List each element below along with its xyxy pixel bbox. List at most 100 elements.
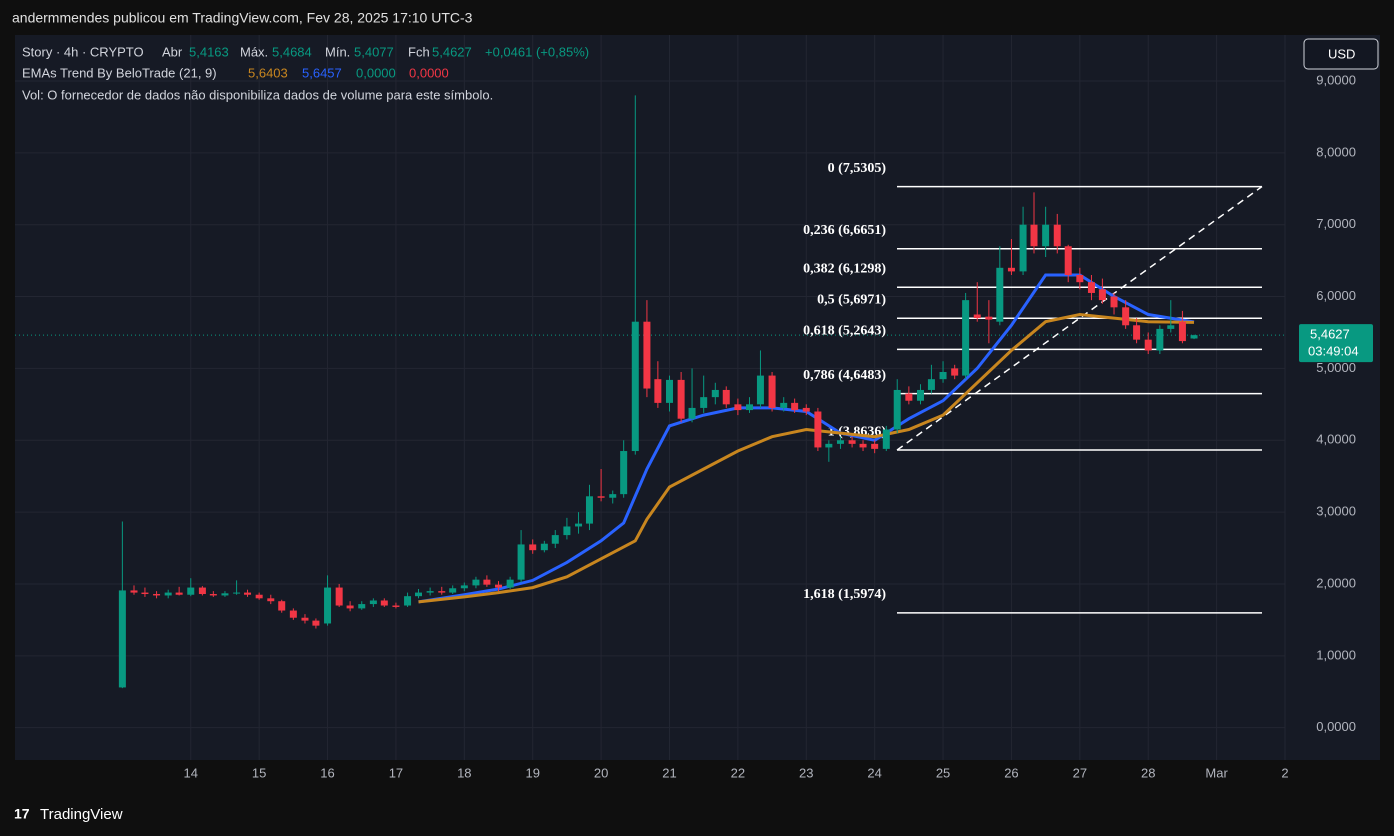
candle-body xyxy=(540,543,548,551)
x-tick-label: 26 xyxy=(1004,765,1018,780)
fib-label: 0 (7,5305) xyxy=(828,161,887,176)
candle-body xyxy=(233,592,241,594)
candle-body xyxy=(985,316,993,320)
x-tick-label: 15 xyxy=(252,765,266,780)
candle-body xyxy=(1178,321,1186,342)
y-tick-label: 9,0000 xyxy=(1316,72,1356,87)
candle-body xyxy=(209,594,217,596)
candle-body xyxy=(506,579,514,588)
candle-body xyxy=(585,496,593,524)
candle-body xyxy=(1098,289,1106,301)
candle-body xyxy=(825,443,833,448)
candle-body xyxy=(415,592,423,597)
candle-body xyxy=(746,404,754,411)
fib-label: 0,5 (5,6971) xyxy=(817,293,886,308)
candle-body xyxy=(1087,282,1095,293)
fib-label: 0,618 (5,2643) xyxy=(803,324,886,339)
candle-body xyxy=(734,404,742,411)
logo-mark: 17 xyxy=(14,806,30,822)
price-badge xyxy=(1299,324,1373,363)
candle-body xyxy=(529,544,537,551)
candle-body xyxy=(358,604,366,609)
candle-body xyxy=(905,393,913,401)
x-tick-label: 22 xyxy=(731,765,745,780)
y-tick-label: 0,0000 xyxy=(1316,719,1356,734)
candle-body xyxy=(267,598,275,602)
candle-body xyxy=(312,620,320,626)
candle-body xyxy=(1156,328,1164,351)
y-tick-label: 1,0000 xyxy=(1316,647,1356,662)
currency-label[interactable]: USD xyxy=(1328,46,1355,61)
indicator-value: 5,6403 xyxy=(248,65,288,80)
candle-body xyxy=(449,588,457,593)
candle-body xyxy=(1122,307,1130,326)
trend-line xyxy=(896,185,1263,451)
candle-body xyxy=(575,523,583,527)
legend-change: +0,0461 (+0,85%) xyxy=(485,44,589,59)
candle-body xyxy=(882,429,890,449)
candle-body xyxy=(426,591,434,593)
x-tick-label: 25 xyxy=(936,765,950,780)
header-title: andermmendes publicou em TradingView.com… xyxy=(12,10,473,26)
candle-body xyxy=(962,300,970,376)
candle-body xyxy=(335,587,343,606)
indicator-value: 0,0000 xyxy=(356,65,396,80)
y-tick-label: 7,0000 xyxy=(1316,216,1356,231)
currency-button[interactable] xyxy=(1303,38,1379,70)
legend-symbol: Story · 4h · CRYPTO xyxy=(22,44,144,59)
candle-body xyxy=(859,443,867,448)
candle-body xyxy=(153,594,161,596)
legend-high: 5,4684 xyxy=(272,44,312,59)
candle-body xyxy=(848,440,856,444)
candle-body xyxy=(836,440,844,444)
candle-body xyxy=(665,379,673,403)
volume-note: Vol: O fornecedor de dados não disponibi… xyxy=(22,87,493,102)
indicator-name: EMAs Trend By BeloTrade (21, 9) xyxy=(22,65,217,80)
candle-body xyxy=(255,594,263,599)
candle-body xyxy=(289,610,297,618)
legend-high-label: Máx. xyxy=(240,44,268,59)
candle-body xyxy=(483,579,491,585)
x-tick-label: 16 xyxy=(320,765,334,780)
candle-body xyxy=(392,605,400,607)
candle-body xyxy=(1007,267,1015,272)
candle-body xyxy=(756,375,764,405)
chart-panel xyxy=(15,35,1380,760)
y-tick-label: 2,0000 xyxy=(1316,575,1356,590)
x-tick-label: 24 xyxy=(867,765,881,780)
candle-body xyxy=(460,585,468,589)
candle-body xyxy=(1144,339,1152,351)
candle-body xyxy=(175,592,183,595)
x-tick-label: 17 xyxy=(389,765,403,780)
x-tick-label: 18 xyxy=(457,765,471,780)
legend-open: 5,4163 xyxy=(189,44,229,59)
legend-low: 5,4077 xyxy=(354,44,394,59)
candle-body xyxy=(1064,246,1072,275)
candle-body xyxy=(1133,325,1141,340)
legend-close: 5,4627 xyxy=(432,44,472,59)
candle-body xyxy=(472,579,480,586)
candle-body xyxy=(187,587,195,595)
ema-line xyxy=(418,273,1195,604)
legend-close-label: Fch xyxy=(408,44,430,59)
candle-body xyxy=(141,592,149,595)
candle-body xyxy=(939,371,947,380)
candle-body xyxy=(609,494,617,498)
y-tick-label: 3,0000 xyxy=(1316,504,1356,519)
fib-label: 0,382 (6,1298) xyxy=(803,261,886,276)
fib-label: 0,236 (6,6651) xyxy=(803,223,886,238)
candle-body xyxy=(631,321,639,452)
candle-body xyxy=(517,544,525,580)
candle-body xyxy=(791,402,799,411)
candle-body xyxy=(700,397,708,408)
indicator-value: 0,0000 xyxy=(409,65,449,80)
candle-body xyxy=(654,379,662,403)
x-tick-label: 19 xyxy=(525,765,539,780)
indicator-value: 5,6457 xyxy=(302,65,342,80)
x-tick-label: 20 xyxy=(594,765,608,780)
fib-label: 1,618 (1,5974) xyxy=(803,587,886,602)
x-tick-label: 27 xyxy=(1073,765,1087,780)
candle-body xyxy=(346,605,354,609)
candle-body xyxy=(324,587,332,624)
legend-low-label: Mín. xyxy=(325,44,350,59)
